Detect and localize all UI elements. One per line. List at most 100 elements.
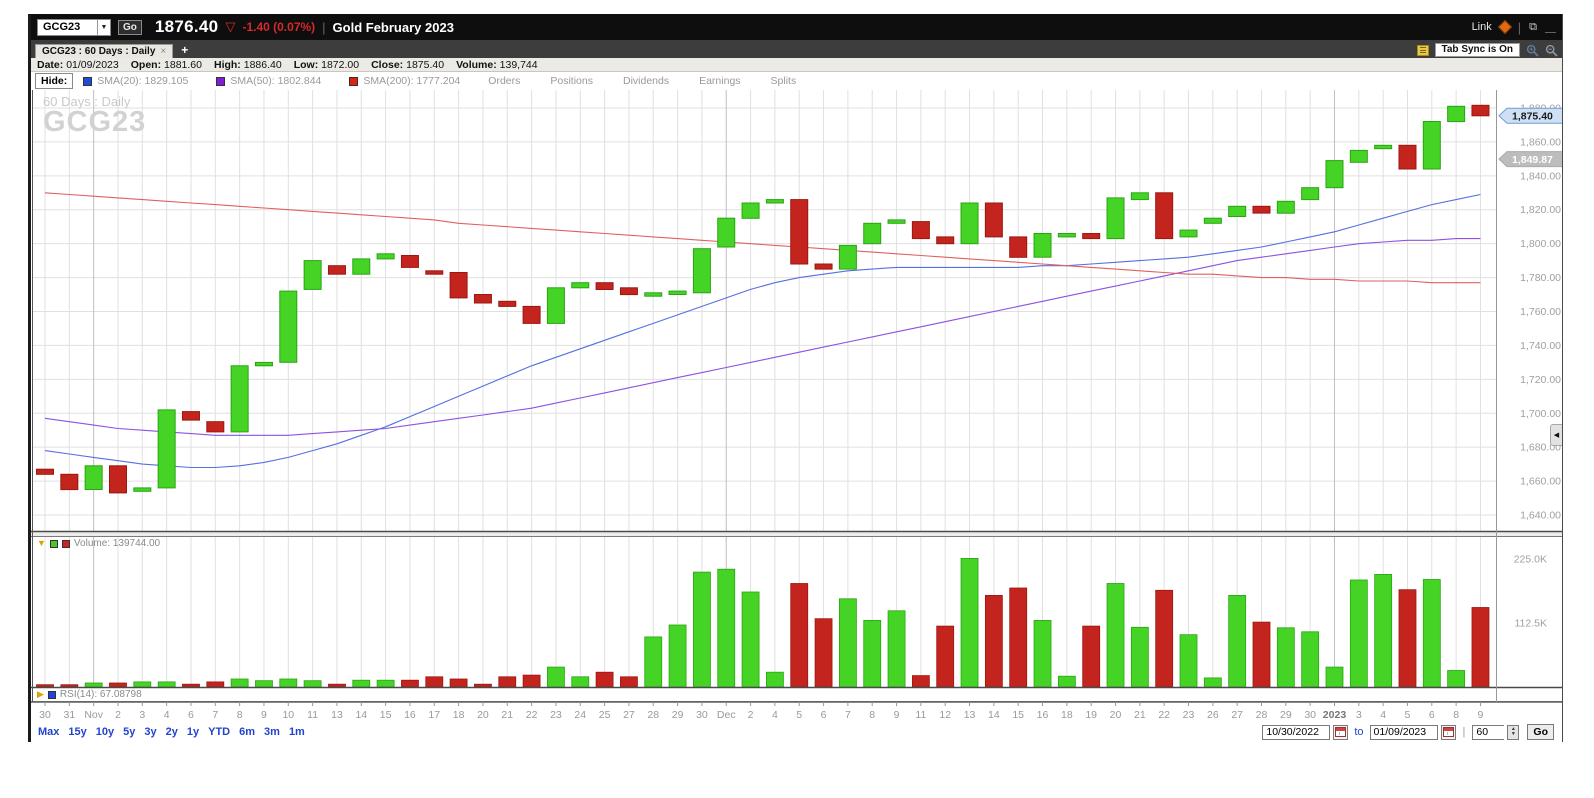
price-axis[interactable]: 1,880.001,860.001,840.001,820.001,800.00… (1514, 102, 1561, 629)
indicator-link-earnings[interactable]: Earnings (699, 75, 741, 87)
bars-count-input[interactable] (1472, 724, 1505, 740)
range-link-ytd[interactable]: YTD (208, 726, 231, 738)
info-item: Close: 1875.40 (371, 58, 445, 71)
price-tick-label: 1,760.00 (1520, 306, 1561, 318)
volume-bar (401, 679, 419, 688)
volume-tick-label: 225.0K (1514, 553, 1547, 565)
sma-swatch-icon (216, 76, 226, 86)
symbol-select[interactable]: GCG23 ▼ (37, 18, 111, 36)
range-link-1m[interactable]: 1m (288, 726, 305, 738)
volume-up-swatch (49, 539, 58, 548)
volume-bar (668, 624, 687, 688)
volume-bar (1276, 627, 1295, 688)
symbol-go-button[interactable]: Go (118, 19, 142, 35)
collapse-triangle-icon[interactable]: ▼ (37, 538, 46, 548)
zoom-in-icon[interactable] (1526, 44, 1539, 57)
bars-spinner[interactable]: ▲ ▼ (1507, 724, 1520, 740)
info-item: Low: 1872.00 (293, 58, 360, 71)
range-link-3y[interactable]: 3y (144, 726, 157, 738)
time-tick-label: 6 (1429, 709, 1435, 721)
candle (254, 361, 273, 367)
hide-button[interactable]: Hide: (35, 73, 74, 89)
chevron-down-icon[interactable]: ▼ (97, 19, 110, 35)
candle (1252, 205, 1271, 214)
tab-label: GCG23 : 60 Days : Daily (42, 46, 156, 57)
tab-close-icon[interactable]: × (160, 46, 167, 57)
time-tick-label: 17 (428, 709, 440, 721)
tab-gcg23-daily[interactable]: GCG23 : 60 Days : Daily × (35, 44, 174, 58)
time-tick-label: 4 (164, 709, 170, 721)
candle (1203, 217, 1222, 224)
range-link-max[interactable]: Max (38, 726, 60, 738)
candle (181, 411, 200, 421)
price-chart[interactable]: 1,880.001,860.001,840.001,820.001,800.00… (31, 90, 1565, 722)
time-tick-label: 13 (331, 709, 343, 721)
range-link-2y[interactable]: 2y (165, 726, 178, 738)
axis-collapse-arrow[interactable]: ◀ (1550, 424, 1562, 446)
price-tick-label: 1,660.00 (1520, 476, 1561, 488)
candle (595, 282, 614, 290)
time-tick-label: 14 (988, 709, 1000, 721)
range-link-5y[interactable]: 5y (123, 726, 136, 738)
range-link-6m[interactable]: 6m (239, 726, 256, 738)
time-tick-label: 13 (964, 709, 976, 721)
range-link-1y[interactable]: 1y (186, 726, 200, 738)
last-price: 1876.40 (154, 17, 219, 36)
time-tick-label: 21 (501, 709, 513, 721)
time-tick-label: 26 (1207, 709, 1219, 721)
range-link-15y[interactable]: 15y (68, 726, 87, 738)
sma-label: SMA(50): 1802.844 (230, 75, 322, 87)
to-calendar-button[interactable] (1440, 724, 1456, 740)
sma-legend[interactable]: SMA(20): 1829.105 (83, 75, 188, 87)
calendar-icon (1335, 727, 1347, 737)
time-tick-label: 30 (1304, 709, 1316, 721)
candle (36, 468, 54, 475)
range-link-3m[interactable]: 3m (264, 726, 280, 738)
indicator-link-splits[interactable]: Splits (770, 75, 797, 87)
minimize-icon[interactable]: ＿ (1545, 22, 1556, 34)
range-go-button[interactable]: Go (1527, 724, 1554, 740)
to-date-input[interactable] (1369, 724, 1438, 740)
sma-line (44, 193, 1481, 469)
candle (1374, 144, 1393, 150)
candle (765, 199, 784, 204)
time-tick-label: 5 (796, 709, 802, 721)
notes-icon[interactable] (1416, 44, 1429, 56)
from-date-input[interactable] (1262, 724, 1331, 740)
sma-legends: SMA(20): 1829.105 SMA(50): 1802.844 SMA(20… (83, 75, 488, 87)
candle (838, 244, 857, 270)
expand-triangle-icon[interactable]: ▶ (37, 689, 44, 699)
link-label[interactable]: Link (1471, 21, 1492, 33)
sma-swatch-icon (349, 76, 359, 86)
candle (376, 253, 395, 260)
price-tick-label: 1,740.00 (1520, 340, 1561, 352)
price-change: -1.40 (0.07%) (242, 20, 316, 34)
candle (1325, 160, 1344, 189)
popout-icon[interactable]: ⧉ (1529, 20, 1537, 33)
time-axis[interactable]: 30 31 Nov 2 3 4 6 7 8 9 10 11 13 14 15 16 17 18 20 21 22 23 24… (31, 702, 1562, 721)
volume-bar (1447, 670, 1466, 688)
zoom-out-icon[interactable] (1545, 44, 1558, 57)
volume-bar (1057, 675, 1076, 688)
candle (717, 217, 736, 248)
candle (473, 294, 492, 304)
sma-legend[interactable]: SMA(50): 1802.844 (216, 75, 321, 87)
add-tab-button[interactable]: + (181, 43, 189, 57)
range-link-10y[interactable]: 10y (95, 726, 115, 738)
pane-borders (31, 90, 1562, 702)
indicator-link-orders[interactable]: Orders (488, 75, 521, 87)
indicator-link-positions[interactable]: Positions (550, 75, 593, 87)
time-tick-label: 7 (212, 709, 218, 721)
svg-text:1,875.40: 1,875.40 (1512, 111, 1553, 123)
time-tick-label: 2023 (1323, 709, 1347, 721)
sma-legend[interactable]: SMA(200): 1777.204 (349, 75, 460, 87)
volume-bar (1033, 620, 1052, 688)
tab-sync-button[interactable]: Tab Sync is On (1434, 43, 1520, 57)
time-tick-label: 11 (915, 709, 926, 721)
volume-bar (1130, 626, 1149, 688)
time-tick-label: 25 (599, 709, 611, 721)
from-calendar-button[interactable] (1333, 724, 1349, 740)
indicator-link-dividends[interactable]: Dividends (622, 75, 670, 87)
link-diamond-icon[interactable] (1497, 19, 1512, 35)
volume-bar (984, 594, 1003, 688)
